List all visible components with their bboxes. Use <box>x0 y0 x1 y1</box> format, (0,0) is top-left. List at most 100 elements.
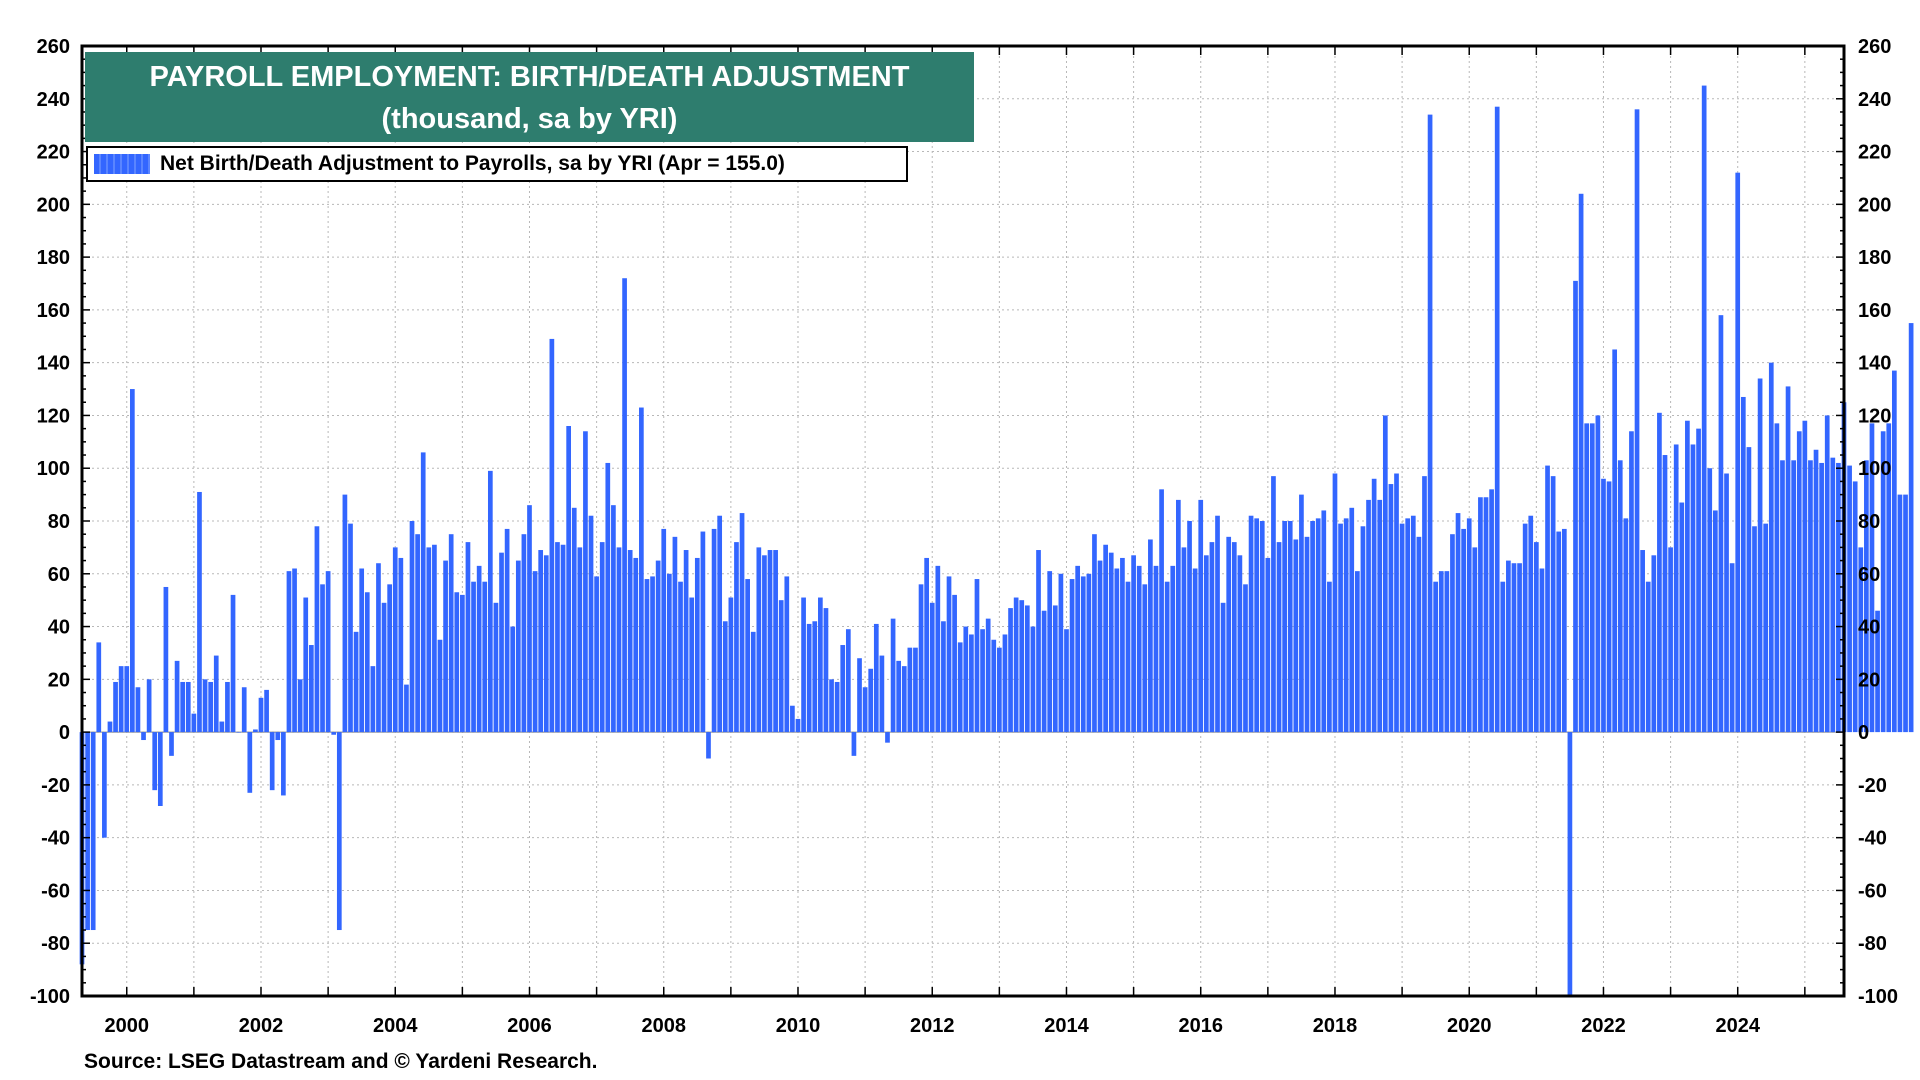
bar <box>202 679 208 733</box>
bar <box>795 718 801 733</box>
bar <box>1332 473 1338 733</box>
bar <box>778 600 784 733</box>
bar <box>297 679 303 733</box>
y-tick-label: 120 <box>1858 405 1891 427</box>
bar <box>845 629 851 733</box>
bar <box>1567 732 1573 996</box>
bar <box>1545 465 1550 733</box>
bar <box>253 729 258 733</box>
bar <box>1819 462 1824 733</box>
bar <box>952 594 957 733</box>
bar <box>756 547 762 733</box>
y-tick-label: -100 <box>1858 986 1898 1008</box>
bar <box>1047 571 1053 733</box>
bar <box>476 565 482 733</box>
bar <box>420 452 426 733</box>
bar <box>1203 555 1209 733</box>
bar <box>728 597 734 733</box>
bar <box>1908 323 1914 733</box>
bar <box>353 631 359 733</box>
bar <box>1478 497 1483 733</box>
bar <box>644 579 650 733</box>
bar <box>1601 478 1606 733</box>
bar <box>1052 605 1058 733</box>
source-note: Source: LSEG Datastream and © Yardeni Re… <box>84 1050 598 1073</box>
bar <box>879 655 885 733</box>
bar <box>560 544 566 733</box>
bar <box>1679 502 1685 733</box>
bar <box>443 560 448 733</box>
bar <box>1282 521 1287 733</box>
y-tick-label: 80 <box>48 511 70 533</box>
bar <box>1002 634 1008 733</box>
bar <box>829 679 834 733</box>
bar <box>571 507 577 733</box>
bar <box>650 576 655 733</box>
bar <box>269 732 275 791</box>
bar <box>129 389 135 733</box>
bar <box>1142 584 1148 733</box>
bar <box>1075 565 1081 733</box>
y-tick-label: -80 <box>41 933 70 955</box>
bar <box>325 571 331 733</box>
bar <box>1187 521 1192 733</box>
y-tick-label: 240 <box>37 89 70 111</box>
bar <box>398 557 404 733</box>
bar <box>504 528 510 733</box>
y-tick-label: -100 <box>30 986 70 1008</box>
bar <box>1310 521 1315 733</box>
bar <box>1836 462 1841 733</box>
bar <box>1136 565 1142 733</box>
bar <box>1120 557 1125 733</box>
bar <box>706 732 711 759</box>
x-axis: 2000 2002 2004 2006 2008 2010 2012 2014 2016 2018… <box>104 46 1806 1037</box>
bar <box>862 687 868 733</box>
bar <box>1293 539 1299 733</box>
bar <box>135 687 141 733</box>
bar <box>538 550 544 733</box>
bar <box>980 629 985 733</box>
bar <box>1287 521 1293 733</box>
bar <box>163 586 169 733</box>
bar <box>739 513 745 733</box>
bar <box>527 505 532 733</box>
bar <box>1494 106 1500 733</box>
bar <box>510 626 516 733</box>
bar <box>605 462 611 733</box>
bar <box>1880 431 1886 733</box>
bar <box>370 666 376 733</box>
bar <box>818 597 823 733</box>
bar <box>85 732 90 931</box>
bar <box>1405 518 1411 733</box>
bar <box>1701 85 1707 733</box>
bar <box>303 597 309 733</box>
bar <box>1153 565 1159 733</box>
bar <box>711 528 717 733</box>
bar <box>1724 473 1729 733</box>
bar <box>1763 523 1769 733</box>
bar <box>1108 552 1114 733</box>
bar <box>639 407 644 733</box>
y-axis-right: 260240220200180160140120100806040200-20-… <box>1836 36 1898 1008</box>
bar <box>1533 542 1539 733</box>
bar <box>1556 531 1562 733</box>
x-tick-label: 2024 <box>1715 1015 1760 1037</box>
bar <box>1013 597 1019 733</box>
bar <box>1757 378 1763 733</box>
bar <box>118 666 124 733</box>
bar <box>885 732 890 743</box>
bar <box>1718 315 1724 733</box>
bar <box>292 568 297 733</box>
bar <box>219 721 225 733</box>
legend-swatch <box>94 154 150 174</box>
bar <box>1008 608 1013 733</box>
bar <box>1215 515 1220 733</box>
bar <box>1651 555 1657 733</box>
y-tick-label: 40 <box>48 617 70 639</box>
bar <box>661 528 667 733</box>
bar <box>1578 193 1584 733</box>
bar <box>918 584 924 733</box>
bar <box>465 542 471 733</box>
bar <box>1422 476 1427 733</box>
y-tick-label: -60 <box>1858 880 1887 902</box>
